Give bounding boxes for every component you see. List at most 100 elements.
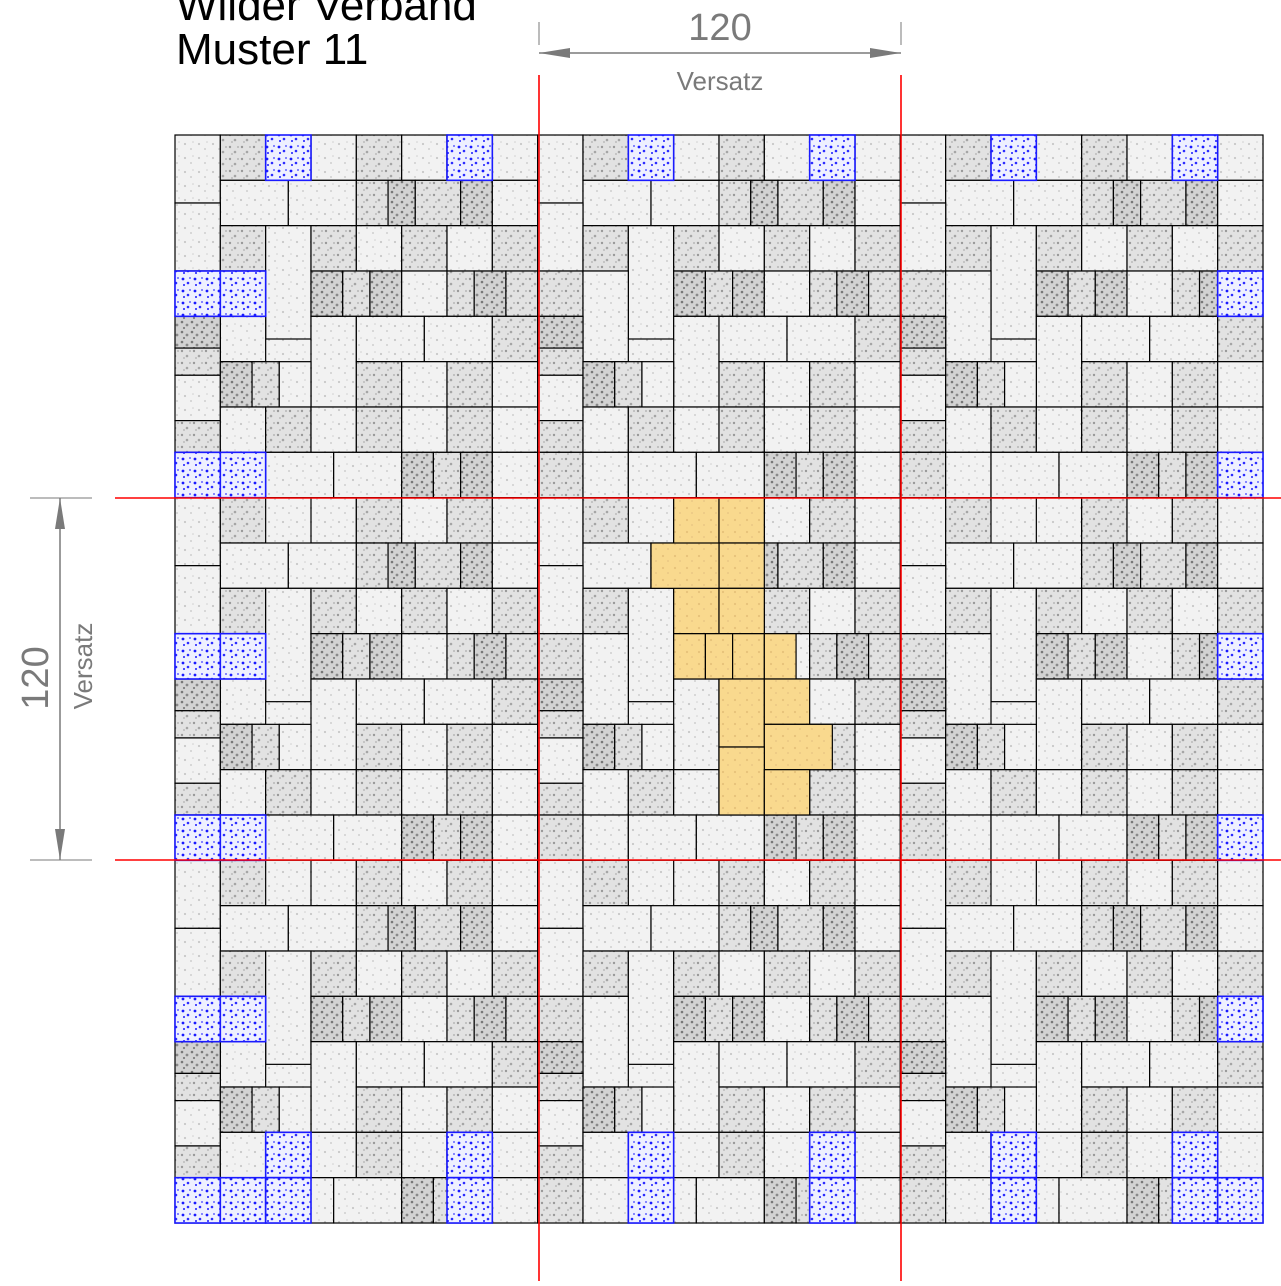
paving-stone: [763, 1086, 811, 1133]
paving-stone: [174, 497, 221, 567]
highlighted-stone-blue: [1216, 270, 1264, 318]
paving-stone: [1171, 1086, 1219, 1133]
paving-stone: [537, 1145, 584, 1179]
paving-stone: [627, 587, 675, 703]
paving-stone: [1217, 225, 1264, 272]
paving-stone: [491, 814, 539, 861]
paving-stone: [219, 497, 267, 544]
paving-stone: [174, 1041, 221, 1075]
paving-stone: [174, 202, 221, 272]
highlighted-stone-blue: [219, 1176, 267, 1224]
paving-stone: [537, 859, 584, 929]
highlighted-stone-blue: [627, 134, 675, 182]
paving-stone: [582, 1086, 616, 1133]
paving-stone: [491, 225, 539, 272]
paving-stone: [945, 134, 992, 181]
paving-stone: [219, 723, 253, 771]
highlighted-stone-blue: [990, 1176, 1038, 1224]
paving-stone: [1081, 859, 1128, 907]
paving-stone: [899, 420, 947, 453]
paving-stone: [1158, 814, 1187, 861]
paving-stone: [1140, 905, 1187, 952]
paving-stone: [310, 270, 344, 317]
paving-stone: [777, 905, 824, 952]
horizontal-dimension-label: Versatz: [677, 66, 764, 96]
paving-stone: [809, 995, 838, 1043]
paving-stone: [310, 497, 357, 544]
paving-stone: [777, 179, 824, 227]
paving-stone: [446, 225, 493, 272]
paving-stone: [355, 1086, 403, 1133]
paving-stone: [1171, 361, 1219, 408]
paving-stone: [174, 1145, 221, 1179]
highlighted-stone-blue: [446, 1176, 494, 1224]
title-line-2: Muster 11: [176, 25, 369, 74]
paving-stone: [219, 905, 289, 952]
paving-stone: [219, 1086, 253, 1133]
paving-stone: [414, 905, 462, 952]
paving-stone: [718, 134, 765, 181]
paving-stone: [174, 737, 221, 784]
paving-stone: [854, 950, 901, 997]
paving-stone: [355, 225, 403, 272]
paving-stone: [401, 1177, 435, 1224]
paving-stone: [1058, 1177, 1128, 1224]
paving-stone: [627, 225, 675, 340]
paving-stone: [673, 1041, 720, 1133]
paving-stone: [310, 134, 357, 181]
paving-stone: [537, 420, 584, 453]
paving-stone: [473, 995, 507, 1043]
paving-stone: [537, 134, 584, 204]
highlighted-stone-blue: [1216, 814, 1264, 862]
paving-stone: [899, 347, 947, 376]
highlighted-stone-blue: [446, 1131, 494, 1179]
highlighted-stone-orange: [763, 633, 797, 680]
paving-stone: [333, 451, 403, 499]
paving-stone: [219, 769, 267, 816]
paving-stone: [460, 451, 493, 499]
paving-stone: [809, 633, 838, 680]
paving-stone: [673, 678, 720, 771]
paving-stone: [287, 179, 357, 227]
paving-stone: [1126, 361, 1173, 408]
paving-stone: [945, 814, 992, 861]
paving-stone: [1081, 315, 1151, 363]
paving-stone: [1171, 723, 1219, 771]
paving-stone: [423, 678, 493, 725]
paving-stone: [401, 361, 448, 408]
paving-stone: [868, 995, 901, 1043]
paving-stone: [899, 927, 947, 997]
paving-stone: [732, 995, 765, 1043]
paving-stone: [1149, 1041, 1219, 1088]
paving-stone: [310, 225, 357, 272]
paving-stone: [854, 1086, 901, 1133]
paving-stone: [899, 497, 947, 567]
highlighted-stone-blue: [1171, 134, 1219, 182]
highlighted-stone-blue: [446, 134, 494, 182]
paving-stone: [1035, 315, 1083, 408]
paving-stone: [945, 587, 992, 635]
paving-stone: [809, 225, 856, 272]
paving-stone: [854, 905, 901, 952]
paving-stone: [355, 542, 389, 589]
paving-stone: [491, 859, 539, 907]
vertical-dimension-value: 120: [15, 646, 57, 709]
highlighted-stone-blue: [1216, 1176, 1264, 1224]
paving-stone: [945, 179, 1015, 227]
paving-stone: [945, 1086, 978, 1133]
paving-stone: [1171, 587, 1219, 635]
paving-stone: [854, 406, 901, 453]
paving-stone: [822, 179, 856, 227]
paving-stone: [446, 633, 475, 680]
paving-stone: [174, 347, 221, 376]
paving-stone: [899, 1177, 947, 1224]
paving-stone: [491, 315, 539, 363]
paving-stone: [945, 451, 992, 499]
paving-stone: [174, 374, 221, 422]
paving-stone: [822, 451, 856, 499]
paving-stone: [1217, 950, 1264, 997]
paving-stone: [537, 814, 584, 861]
paving-stone: [763, 406, 811, 453]
highlighted-stone-orange: [650, 542, 720, 589]
highlighted-stone-orange: [732, 633, 765, 680]
